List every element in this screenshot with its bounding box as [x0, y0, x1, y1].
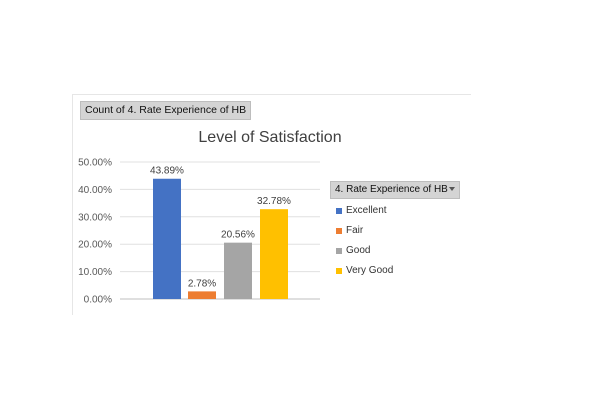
legend-field-label: 4. Rate Experience of HB: [335, 184, 448, 195]
dropdown-arrow-icon[interactable]: [449, 187, 455, 191]
y-tick-label: 30.00%: [78, 212, 112, 223]
legend-label: Very Good: [346, 265, 394, 276]
bar-fair[interactable]: [188, 291, 216, 299]
y-tick-label: 40.00%: [78, 185, 112, 196]
y-tick-label: 0.00%: [84, 295, 112, 306]
legend-swatch: [336, 268, 342, 274]
legend-swatch: [336, 208, 342, 214]
bar-very-good[interactable]: [260, 209, 288, 299]
legend-label: Good: [346, 245, 371, 256]
data-label: 2.78%: [188, 278, 216, 289]
bar-good[interactable]: [224, 242, 252, 299]
legend-label: Excellent: [346, 205, 387, 216]
legend-field-dropdown[interactable]: 4. Rate Experience of HB: [330, 181, 460, 199]
data-label: 32.78%: [257, 196, 291, 207]
y-tick-label: 20.00%: [78, 240, 112, 251]
data-label: 43.89%: [150, 166, 184, 177]
legend-swatch: [336, 248, 342, 254]
bar-excellent[interactable]: [153, 178, 181, 299]
y-tick-label: 10.00%: [78, 267, 112, 278]
value-field-button[interactable]: Count of 4. Rate Experience of HB: [80, 101, 252, 120]
legend-swatch: [336, 228, 342, 234]
chart-title: Level of Satisfaction: [198, 129, 342, 146]
y-tick-label: 50.00%: [78, 158, 112, 169]
data-label: 20.56%: [221, 230, 255, 241]
legend-label: Fair: [346, 225, 364, 236]
